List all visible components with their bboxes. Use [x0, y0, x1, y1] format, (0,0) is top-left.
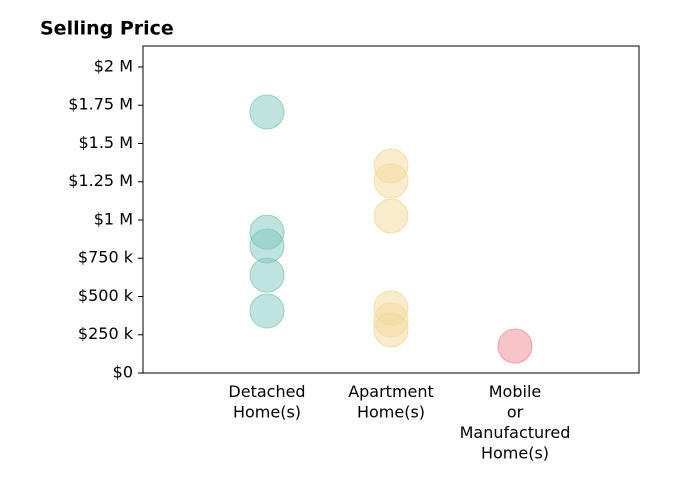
- point: [249, 293, 285, 329]
- point: [373, 198, 409, 234]
- x-tick-label: Apartment Home(s): [348, 382, 434, 422]
- y-tick-label: $1.5 M: [78, 133, 133, 152]
- point: [249, 94, 285, 130]
- point: [373, 163, 409, 199]
- x-tick-label: Detached Home(s): [228, 382, 305, 422]
- y-tick-label: $0: [113, 363, 133, 382]
- point: [373, 312, 409, 348]
- chart-title: Selling Price: [40, 18, 174, 40]
- y-tick-label: $750 k: [78, 248, 134, 267]
- y-tick-label: $1 M: [94, 209, 133, 228]
- plot-frame: [142, 45, 640, 374]
- x-tick-label: Mobile or Manufactured Home(s): [460, 382, 571, 463]
- point: [497, 328, 533, 364]
- y-tick-label: $2 M: [94, 56, 133, 75]
- y-tick-label: $250 k: [78, 324, 134, 343]
- point: [249, 257, 285, 293]
- y-tick-label: $1.75 M: [68, 95, 133, 114]
- y-tick-label: $1.25 M: [68, 171, 133, 190]
- y-tick-label: $500 k: [78, 286, 134, 305]
